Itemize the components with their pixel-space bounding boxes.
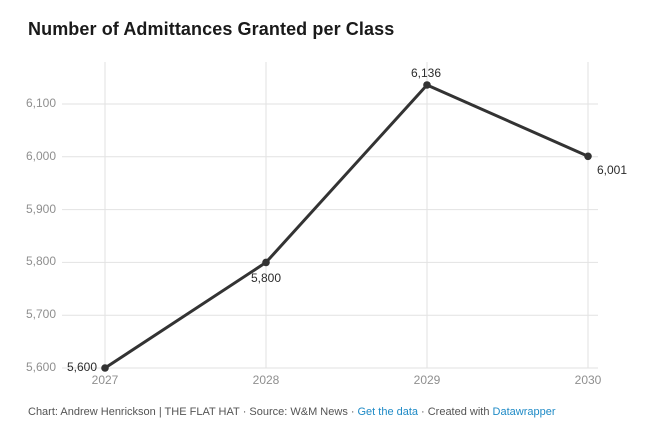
footer-credit: Chart: Andrew Henrickson | THE FLAT HAT xyxy=(28,406,240,418)
data-point xyxy=(423,81,431,89)
data-label: 6,001 xyxy=(596,163,628,178)
y-tick-label: 5,600 xyxy=(25,360,56,374)
data-line xyxy=(103,83,590,370)
footer-created-with: Created with xyxy=(427,406,490,418)
x-tick-label: 2030 xyxy=(574,373,602,387)
footer-separator: · xyxy=(421,406,425,418)
datawrapper-link[interactable]: Datawrapper xyxy=(492,406,556,418)
footer-source: Source: W&M News xyxy=(249,406,348,418)
y-tick-label: 5,800 xyxy=(25,254,56,269)
x-tick-label: 2027 xyxy=(91,373,119,387)
data-label: 6,136 xyxy=(410,65,442,80)
data-point xyxy=(584,152,592,161)
data-label: 5,600 xyxy=(66,360,97,374)
data-point xyxy=(101,364,109,372)
footer-separator: · xyxy=(350,406,355,418)
x-tick-label: 2029 xyxy=(413,373,441,387)
data-point xyxy=(262,258,270,267)
x-tick-label: 2028 xyxy=(252,373,280,387)
y-tick-label: 6,100 xyxy=(25,96,56,110)
chart-title: Number of Admittances Granted per Class xyxy=(28,19,395,39)
data-label: 5,800 xyxy=(250,271,282,286)
get-the-data-link[interactable]: Get the data xyxy=(357,406,419,418)
footer-separator: · xyxy=(242,406,247,418)
footer: Chart: Andrew Henrickson | THE FLAT HAT ·… xyxy=(28,405,556,419)
y-tick-label: 5,700 xyxy=(25,307,56,322)
y-tick-label: 5,900 xyxy=(25,201,56,216)
y-tick-label: 6,000 xyxy=(25,148,56,163)
